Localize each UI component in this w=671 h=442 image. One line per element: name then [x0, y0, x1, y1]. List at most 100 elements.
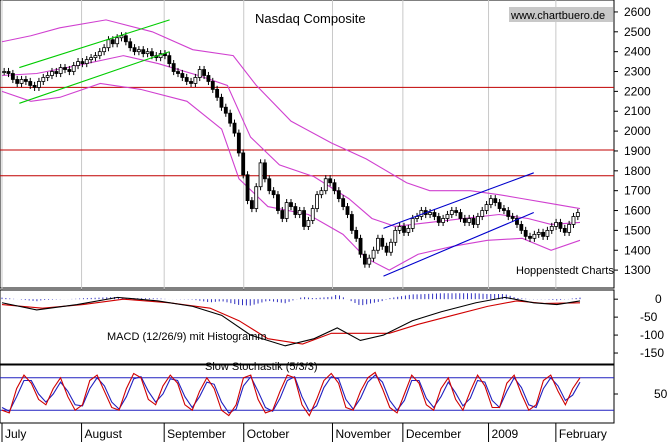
trend-channel-lower: [19, 51, 170, 104]
candle-body: [375, 237, 380, 251]
candle-body: [254, 186, 259, 209]
candle-body: [475, 216, 480, 225]
candle-body: [32, 85, 37, 88]
candle-body: [528, 235, 532, 239]
candle-body: [276, 194, 280, 211]
candle-body: [115, 37, 120, 45]
candle-body: [397, 226, 402, 231]
candle-body: [502, 208, 506, 211]
candle-body: [506, 210, 511, 217]
price-tick-label: 2000: [624, 124, 651, 138]
candle-body: [367, 257, 372, 265]
candle-body: [380, 237, 385, 247]
candle-body: [332, 182, 337, 192]
candle-body: [293, 206, 298, 215]
stoch-d-line: [1, 374, 581, 414]
price-tick-label: 1700: [624, 184, 651, 198]
candle-body: [306, 220, 311, 227]
candle-body: [484, 204, 489, 211]
candle-body: [406, 228, 411, 233]
stoch-panel-frame: [0, 364, 615, 424]
month-label: July: [5, 427, 26, 441]
candle-body: [45, 75, 50, 78]
candle-body: [206, 75, 211, 82]
candle-body: [571, 216, 576, 225]
candle-body: [315, 194, 319, 209]
candle-body: [228, 112, 233, 124]
price-tick-label: 2500: [624, 25, 651, 39]
candle-body: [541, 231, 545, 237]
candle-body: [89, 57, 94, 61]
candle-body: [562, 228, 567, 233]
stoch-tick-label: 50: [654, 387, 668, 401]
macd-tick-label: -100: [640, 328, 664, 342]
candle-body: [302, 210, 306, 227]
candle-body: [219, 96, 224, 108]
trend-channel-upper: [383, 172, 534, 229]
candle-body: [15, 79, 20, 84]
candle-body: [258, 162, 263, 188]
month-label: September: [167, 427, 226, 441]
candle-body: [389, 241, 393, 253]
price-tick-label: 1900: [624, 144, 651, 158]
candle-body: [336, 190, 341, 200]
candle-body: [289, 202, 293, 207]
price-tick-label: 2100: [624, 104, 651, 118]
candle-body: [410, 218, 415, 229]
candle-body: [50, 71, 54, 76]
candle-body: [215, 88, 220, 98]
candle-body: [436, 216, 441, 223]
price-tick-label: 1300: [624, 263, 651, 277]
candle-body: [223, 106, 228, 114]
candle-body: [28, 81, 33, 86]
candle-body: [167, 55, 172, 64]
candle-body: [532, 233, 537, 239]
candle-body: [393, 229, 398, 243]
stoch-label: Slow Stochastik (5/3/3): [205, 361, 318, 373]
candle-body: [545, 229, 550, 237]
candle-body: [136, 49, 141, 53]
stoch-panel: Slow Stochastik (5/3/3): [0, 361, 615, 424]
price-tick-label: 2400: [624, 45, 651, 59]
macd-panel: MACD (12/26/9) mit Histogramm: [0, 289, 615, 365]
candle-body: [176, 71, 180, 74]
macd-line: [1, 296, 581, 347]
candle-body: [23, 79, 28, 82]
candle-body: [362, 253, 367, 265]
candle-body: [354, 229, 359, 239]
candle-body: [371, 249, 376, 259]
candle-body: [319, 190, 324, 196]
month-label: October: [247, 427, 290, 441]
candle-body: [567, 224, 572, 233]
candle-body: [297, 210, 302, 215]
candle-body: [523, 229, 528, 237]
candle-body: [106, 39, 111, 49]
chart-title: Nasdaq Composite: [255, 11, 366, 26]
macd-tick-label: 0: [655, 292, 662, 306]
candle-body: [471, 218, 476, 225]
candle-body: [449, 210, 454, 215]
candle-body: [71, 65, 76, 72]
candle-body: [119, 35, 124, 39]
bollinger-upper: [1, 19, 581, 210]
candle-body: [6, 71, 11, 74]
candle-body: [536, 231, 541, 235]
price-tick-label: 1800: [624, 164, 651, 178]
candle-body: [515, 218, 519, 225]
candle-body: [454, 210, 459, 213]
source-label: www.chartbuero.de: [510, 10, 605, 22]
candle-body: [67, 69, 72, 72]
candle-body: [349, 214, 354, 231]
candle-body: [497, 202, 502, 209]
macd-tick-label: -50: [640, 310, 658, 324]
macd-tick-label: -150: [640, 346, 664, 360]
candle-body: [150, 51, 154, 57]
price-tick-label: 2600: [624, 5, 651, 19]
candle-body: [358, 237, 363, 255]
candle-body: [141, 49, 146, 55]
candle-body: [76, 61, 80, 66]
candle-body: [323, 178, 328, 192]
month-label: November: [335, 427, 390, 441]
bollinger-lower: [1, 82, 581, 271]
candle-body: [132, 47, 137, 53]
